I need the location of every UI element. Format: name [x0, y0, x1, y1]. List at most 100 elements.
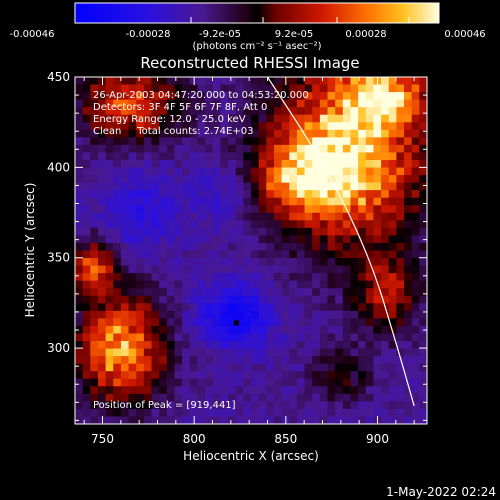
heatmap-cell	[388, 265, 397, 274]
heatmap-cell	[97, 152, 107, 161]
heatmap-cell	[319, 378, 329, 387]
heatmap-cell	[388, 182, 397, 191]
heatmap-cell	[82, 348, 91, 357]
heatmap-cell	[327, 303, 336, 312]
x-axis-label: Heliocentric X (arcsec)	[183, 449, 319, 463]
heatmap-cell	[419, 137, 427, 146]
heatmap-cell	[235, 144, 244, 154]
heatmap-cell	[97, 167, 107, 176]
heatmap-cell	[228, 310, 237, 319]
heatmap-cell	[304, 77, 313, 86]
heatmap-cell	[105, 408, 114, 418]
heatmap-cell	[220, 182, 229, 191]
heatmap-cell	[319, 182, 329, 191]
heatmap-cell	[197, 92, 206, 101]
heatmap-cell	[388, 159, 397, 169]
heatmap-cell	[319, 159, 329, 169]
heatmap-cell	[381, 408, 390, 418]
heatmap-cell	[75, 325, 84, 335]
heatmap-cell	[273, 175, 283, 184]
heatmap-cell	[251, 386, 260, 395]
heatmap-cell	[404, 363, 413, 372]
heatmap-cell	[419, 378, 427, 387]
heatmap-cell	[105, 295, 114, 304]
heatmap-cell	[381, 318, 390, 327]
heatmap-cell	[342, 99, 352, 108]
heatmap-cell	[159, 341, 168, 350]
heatmap-cell	[411, 273, 420, 282]
heatmap-cell	[319, 167, 329, 176]
heatmap-cell	[151, 408, 160, 418]
heatmap-cell	[182, 190, 191, 199]
heatmap-cell	[350, 250, 359, 259]
heatmap-cell	[350, 159, 359, 169]
heatmap-cell	[419, 92, 427, 101]
heatmap-cell	[388, 288, 397, 297]
heatmap-cell	[228, 333, 237, 342]
heatmap-cell	[373, 265, 382, 274]
heatmap-cell	[419, 227, 427, 237]
heatmap-cell	[235, 310, 244, 319]
heatmap-cell	[82, 167, 91, 176]
heatmap-cell	[258, 107, 267, 116]
heatmap-cell	[419, 295, 427, 304]
heatmap-cell	[90, 265, 99, 274]
heatmap-cell	[319, 84, 329, 93]
heatmap-cell	[319, 386, 329, 395]
heatmap-cell	[319, 408, 329, 418]
heatmap-cell	[266, 227, 275, 237]
heatmap-cell	[182, 356, 191, 365]
heatmap-cell	[75, 152, 84, 161]
y-tick-label: 350	[47, 251, 70, 265]
heatmap-cell	[220, 197, 229, 206]
heatmap-cell	[296, 167, 306, 176]
heatmap-cell	[358, 295, 367, 304]
heatmap-cell	[143, 401, 153, 410]
heatmap-cell	[205, 393, 214, 402]
heatmap-cell	[105, 250, 114, 259]
heatmap-cell	[381, 258, 390, 267]
heatmap-cell	[166, 348, 176, 357]
heatmap-cell	[235, 250, 244, 259]
heatmap-cell	[312, 99, 321, 108]
heatmap-cell	[373, 371, 382, 380]
heatmap-cell	[342, 235, 352, 244]
heatmap-cell	[419, 212, 427, 221]
heatmap-cell	[228, 137, 237, 146]
heatmap-cell	[404, 205, 413, 214]
heatmap-cell	[358, 182, 367, 191]
heatmap-cell	[342, 341, 352, 350]
heatmap-cell	[197, 137, 206, 146]
heatmap-cell	[266, 386, 275, 395]
heatmap-cell	[350, 175, 359, 184]
heatmap-cell	[197, 182, 206, 191]
heatmap-cell	[120, 250, 130, 259]
heatmap-cell	[358, 227, 367, 237]
heatmap-cell	[388, 393, 397, 402]
heatmap-cell	[251, 182, 260, 191]
heatmap-cell	[174, 341, 183, 350]
heatmap-cell	[205, 310, 214, 319]
heatmap-cell	[97, 356, 107, 365]
heatmap-cell	[75, 144, 84, 154]
heatmap-cell	[182, 159, 191, 169]
heatmap-cell	[365, 318, 375, 327]
heatmap-cell	[319, 303, 329, 312]
heatmap-cell	[350, 258, 359, 267]
heatmap-cell	[281, 258, 290, 267]
heatmap-cell	[243, 152, 252, 161]
heatmap-cell	[289, 212, 298, 221]
heatmap-cell	[205, 258, 214, 267]
heatmap-cell	[143, 325, 153, 335]
heatmap-cell	[304, 167, 313, 176]
heatmap-cell	[319, 318, 329, 327]
heatmap-cell	[404, 137, 413, 146]
heatmap-cell	[228, 416, 237, 424]
heatmap-cell	[281, 242, 290, 252]
heatmap-cell	[342, 92, 352, 101]
heatmap-cell	[358, 212, 367, 221]
heatmap-cell	[75, 114, 84, 123]
heatmap-cell	[128, 265, 137, 274]
heatmap-cell	[75, 205, 84, 214]
heatmap-cell	[75, 227, 84, 237]
